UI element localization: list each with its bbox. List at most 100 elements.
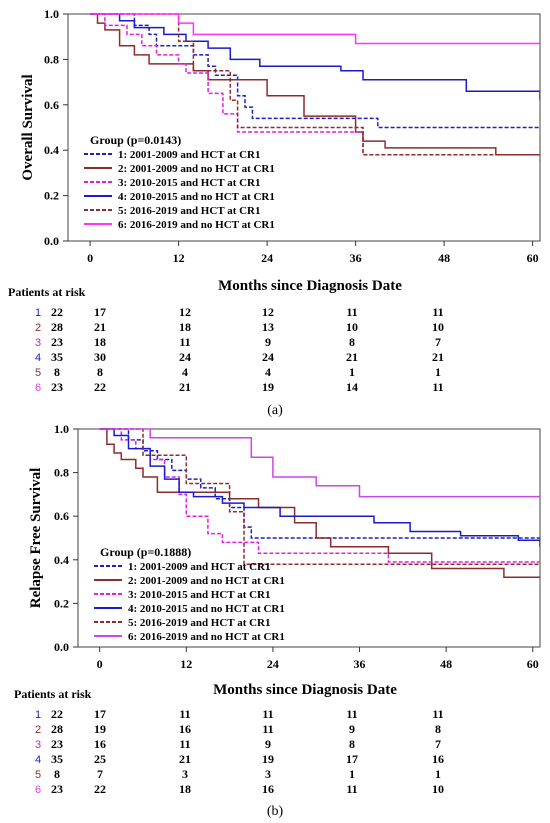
legend-entry-3: 3: 2010-2015 and HCT at CR1 xyxy=(118,177,261,189)
risk-count-cell: 16 xyxy=(179,722,191,736)
y-tick-label: 0.4 xyxy=(54,553,69,567)
risk-count-cell: 7 xyxy=(97,767,103,781)
y-axis-label: Relapse Free Survival xyxy=(28,468,44,609)
risk-count-cell: 7 xyxy=(435,335,441,349)
x-tick-label: 48 xyxy=(438,251,450,265)
risk-table-title: Patients at risk xyxy=(14,687,92,701)
risk-count-cell: 8 xyxy=(349,335,355,349)
risk-count-cell: 8 xyxy=(349,737,355,751)
x-tick-label: 48 xyxy=(440,657,452,671)
legend-entry-6: 6: 2016-2019 and no HCT at CR1 xyxy=(128,631,285,643)
risk-count-cell: 8 xyxy=(97,365,103,379)
risk-count-cell: 3 xyxy=(265,767,271,781)
risk-count-cell: 35 xyxy=(51,350,63,364)
series-line-6 xyxy=(90,13,540,45)
legend-entry-5: 5: 2016-2019 and HCT at CR1 xyxy=(118,205,261,217)
y-tick-label: 0.6 xyxy=(44,98,59,112)
y-tick-label: 0.0 xyxy=(44,234,59,248)
y-tick-label: 0.8 xyxy=(44,52,59,66)
x-tick-label: 36 xyxy=(350,251,362,265)
risk-count-cell: 11 xyxy=(432,305,443,319)
risk-count-cell: 1 xyxy=(435,365,441,379)
x-tick-label: 60 xyxy=(527,251,539,265)
risk-count-cell: 4 xyxy=(265,365,271,379)
risk-count-cell: 1 xyxy=(435,767,441,781)
risk-count-cell: 21 xyxy=(179,380,191,394)
risk-count-cell: 10 xyxy=(432,782,444,796)
risk-count-cell: 19 xyxy=(94,722,106,736)
risk-count-cell: 14 xyxy=(346,380,358,394)
x-tick-label: 0 xyxy=(87,251,93,265)
series-line-6 xyxy=(99,428,540,498)
risk-count-cell: 16 xyxy=(432,752,444,766)
legend-title: Group (p=0.0143) xyxy=(90,133,181,147)
risk-count-cell: 35 xyxy=(51,752,63,766)
risk-count-cell: 4 xyxy=(182,365,188,379)
risk-row-id-3: 3 xyxy=(35,337,41,349)
risk-count-cell: 11 xyxy=(346,707,357,721)
x-axis-label: Months since Diagnosis Date xyxy=(218,278,402,294)
y-tick-label: 0.8 xyxy=(54,466,69,480)
risk-count-cell: 7 xyxy=(435,737,441,751)
risk-count-cell: 11 xyxy=(346,305,357,319)
series-line-3 xyxy=(90,13,540,162)
risk-count-cell: 12 xyxy=(179,305,191,319)
plot-area-frame xyxy=(67,13,541,242)
risk-row-id-2: 2 xyxy=(35,724,41,736)
risk-count-cell: 11 xyxy=(432,380,443,394)
y-tick-label: 0.2 xyxy=(54,596,69,610)
legend-entry-2: 2: 2001-2009 and no HCT at CR1 xyxy=(118,163,275,175)
risk-count-cell: 11 xyxy=(346,782,357,796)
legend-entry-3: 3: 2010-2015 and HCT at CR1 xyxy=(128,589,271,601)
risk-row-id-2: 2 xyxy=(35,322,41,334)
legend-entry-4: 4: 2010-2015 and no HCT at CR1 xyxy=(128,603,285,615)
risk-count-cell: 11 xyxy=(262,707,273,721)
legend-entry-6: 6: 2016-2019 and no HCT at CR1 xyxy=(118,219,275,231)
risk-row-id-6: 6 xyxy=(35,382,41,394)
risk-count-cell: 13 xyxy=(262,320,274,334)
y-tick-label: 1.0 xyxy=(44,7,59,21)
risk-count-cell: 23 xyxy=(51,335,63,349)
x-tick-label: 24 xyxy=(267,657,279,671)
legend-title: Group (p=0.1888) xyxy=(100,545,191,559)
series-line-5 xyxy=(90,13,540,156)
y-tick-label: 0.6 xyxy=(54,509,69,523)
risk-count-cell: 16 xyxy=(94,737,106,751)
y-tick-label: 0.4 xyxy=(44,143,59,157)
risk-count-cell: 19 xyxy=(262,752,274,766)
risk-count-cell: 12 xyxy=(262,305,274,319)
risk-row-id-3: 3 xyxy=(35,739,41,751)
x-tick-label: 36 xyxy=(354,657,366,671)
risk-count-cell: 24 xyxy=(262,350,274,364)
risk-count-cell: 23 xyxy=(51,737,63,751)
series-line-3 xyxy=(99,428,540,563)
legend-entry-1: 1: 2001-2009 and HCT at CR1 xyxy=(128,561,271,573)
series-line-5 xyxy=(99,428,540,565)
y-tick-label: 0.2 xyxy=(44,189,59,203)
x-tick-label: 60 xyxy=(527,657,539,671)
risk-count-cell: 11 xyxy=(179,707,190,721)
risk-count-cell: 23 xyxy=(51,380,63,394)
risk-count-cell: 21 xyxy=(179,752,191,766)
risk-count-cell: 8 xyxy=(54,767,60,781)
risk-count-cell: 9 xyxy=(349,722,355,736)
legend-entry-5: 5: 2016-2019 and HCT at CR1 xyxy=(128,617,271,629)
risk-count-cell: 18 xyxy=(179,320,191,334)
risk-table-title: Patients at risk xyxy=(8,285,86,299)
risk-count-cell: 17 xyxy=(346,752,358,766)
risk-count-cell: 28 xyxy=(51,722,63,736)
risk-count-cell: 1 xyxy=(349,365,355,379)
risk-count-cell: 19 xyxy=(262,380,274,394)
panel-label: (b) xyxy=(267,804,284,819)
risk-count-cell: 10 xyxy=(432,320,444,334)
risk-count-cell: 21 xyxy=(94,320,106,334)
y-axis-label: Overall Survival xyxy=(20,74,36,180)
risk-row-id-1: 1 xyxy=(35,709,41,721)
series-line-4 xyxy=(99,428,540,547)
risk-count-cell: 16 xyxy=(262,782,274,796)
legend-entry-1: 1: 2001-2009 and HCT at CR1 xyxy=(118,149,261,161)
risk-count-cell: 9 xyxy=(265,335,271,349)
risk-count-cell: 21 xyxy=(346,350,358,364)
risk-count-cell: 30 xyxy=(94,350,106,364)
